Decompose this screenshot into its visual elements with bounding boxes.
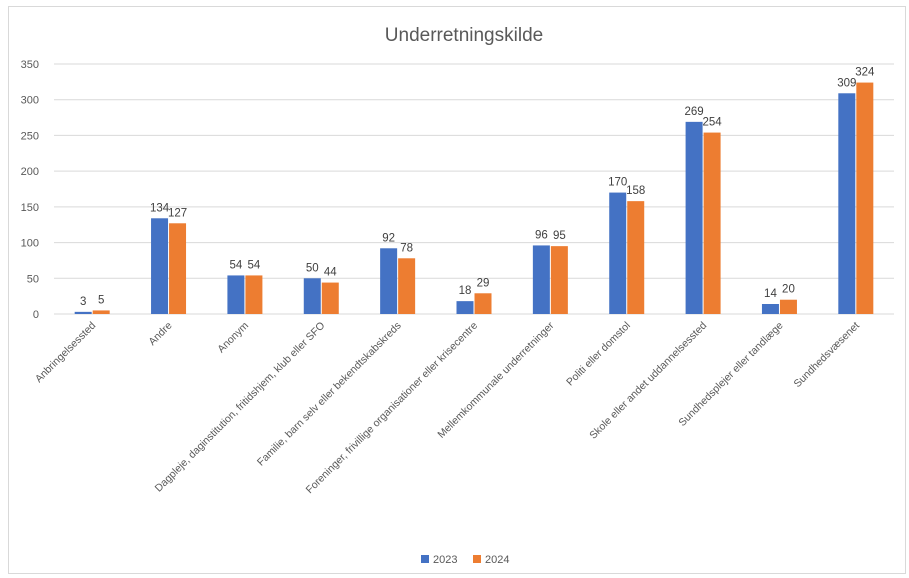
y-tick-label: 150 [21,202,39,214]
data-label: 269 [684,106,703,118]
x-tick-label: Politi eller domstol [564,320,633,389]
data-label: 92 [382,232,395,244]
data-label: 96 [535,229,548,241]
y-tick-label: 100 [21,238,39,250]
bar-2024 [475,293,492,314]
x-tick-label: Foreninger, frivillige organisationer el… [304,320,481,497]
legend: 2023 2024 [421,554,509,566]
data-label: 18 [459,285,472,297]
data-label: 20 [782,284,795,296]
data-label: 127 [168,207,187,219]
data-label: 54 [248,259,261,271]
x-tick-label: Familie, barn selv eller bekendtskabskre… [255,320,404,469]
data-label: 50 [306,262,319,274]
bar-2024 [551,246,568,314]
data-label: 5 [98,294,104,306]
bar-2024 [322,283,339,314]
data-label: 158 [626,185,645,197]
bar-2024 [627,201,644,314]
bar-2023 [762,304,779,314]
bar-2024 [704,133,721,314]
data-label: 3 [80,296,86,308]
chart-area: Underretningskilde 0 50 100 150 200 250 300 350… [8,6,906,574]
x-tick-label: Andre [146,320,174,348]
bar-2023 [686,122,703,314]
bar-2023 [533,245,550,314]
y-axis-ticks: 0 50 100 150 200 250 300 350 [21,59,39,321]
legend-label: 2024 [485,554,509,566]
bar-2024 [169,223,186,314]
y-tick-label: 200 [21,166,39,178]
data-label: 324 [855,67,875,79]
data-label: 95 [553,230,566,242]
data-label: 170 [608,177,627,189]
legend-swatch [473,555,481,563]
bar-2023 [838,93,855,314]
bar-chart: Underretningskilde 050100150200250300350… [9,7,907,575]
x-tick-label: Anbringelsessted [33,320,99,386]
x-tick-label: Dagpleje, daginstitution, fritidshjem, k… [153,320,328,495]
data-label: 29 [477,277,490,289]
chart-title: Underretningskilde [385,25,543,46]
bar-2023 [457,301,474,314]
y-tick-label: 50 [27,273,39,285]
bar-2024 [398,258,415,314]
bar-2024 [780,300,797,314]
legend-swatch [421,555,429,563]
y-tick-label: 250 [21,130,39,142]
data-label: 254 [702,117,722,129]
bar-2023 [304,278,321,314]
data-label: 134 [150,202,170,214]
bar-2023 [75,312,92,314]
y-tick-label: 0 [33,309,39,321]
bar-2023 [380,248,397,314]
data-label: 54 [230,259,243,271]
data-label: 44 [324,267,337,279]
x-tick-label: Sundhedsvæsenet [792,320,862,390]
y-tick-label: 300 [21,95,39,107]
data-label: 309 [837,77,856,89]
bar-2024 [245,275,262,314]
legend-label: 2023 [433,554,457,566]
bar-2024 [93,310,110,314]
data-label: 14 [764,288,777,300]
y-tick-label: 350 [21,59,39,71]
bars [75,83,874,314]
bar-2023 [151,218,168,314]
bar-2023 [227,275,244,314]
bar-2024 [856,83,873,314]
x-tick-label: Anonym [215,319,251,355]
bar-2023 [609,193,626,314]
data-label: 78 [400,242,413,254]
